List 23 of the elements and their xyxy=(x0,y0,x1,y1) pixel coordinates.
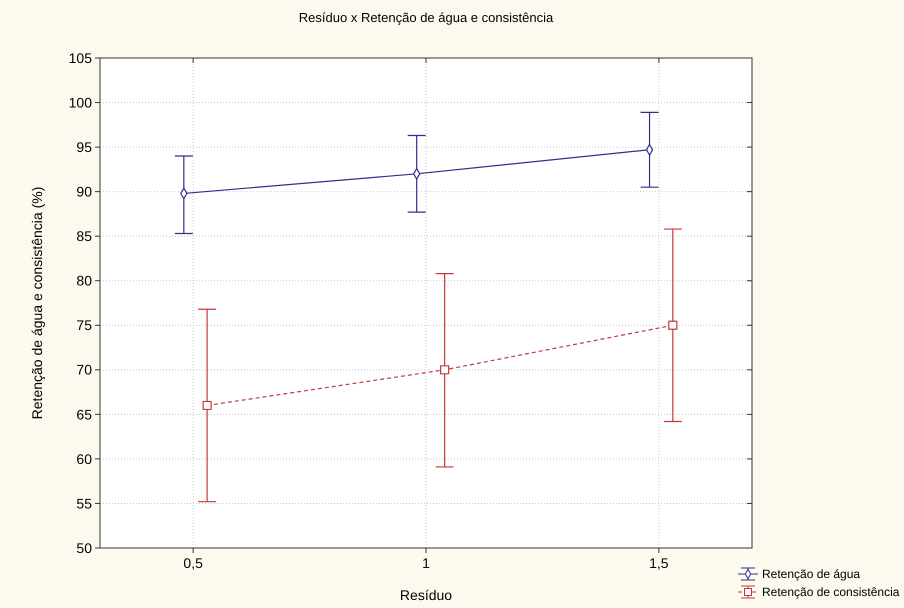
legend-label: Retenção de água xyxy=(762,567,860,582)
y-tick-label: 55 xyxy=(76,495,92,512)
y-tick-label: 85 xyxy=(76,228,92,244)
y-tick-label: 70 xyxy=(76,362,92,378)
chart-title: Resíduo x Retenção de água e consistência xyxy=(298,10,554,25)
x-tick-label: 0,5 xyxy=(183,555,204,571)
y-tick-label: 50 xyxy=(76,540,92,556)
y-tick-label: 60 xyxy=(76,450,92,467)
x-tick-label: 1,5 xyxy=(649,555,669,571)
y-tick-label: 95 xyxy=(76,138,92,155)
x-tick-label: 1 xyxy=(422,555,430,571)
y-tick-label: 105 xyxy=(68,50,92,66)
y-tick-label: 100 xyxy=(68,94,92,110)
y-tick-label: 90 xyxy=(76,184,92,200)
point xyxy=(202,400,212,410)
point xyxy=(668,320,678,330)
y-axis-title: Retenção de água e consistência (%) xyxy=(29,186,45,420)
legend-label: Retenção de consistência xyxy=(762,585,900,600)
y-tick-label: 75 xyxy=(76,317,92,334)
point xyxy=(440,365,450,374)
y-tick-label: 65 xyxy=(76,406,92,422)
x-axis-title: Resíduo xyxy=(400,587,452,603)
y-tick-label: 80 xyxy=(76,272,92,289)
